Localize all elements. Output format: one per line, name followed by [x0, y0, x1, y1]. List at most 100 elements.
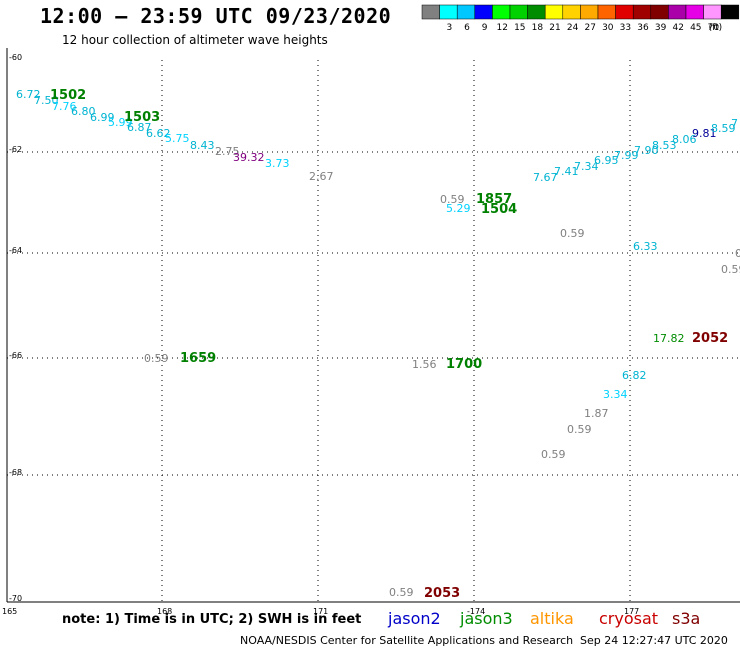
lon-tick-label: -174	[467, 607, 485, 616]
wave-height-value: 7.50	[34, 94, 59, 107]
wave-height-value: 7.76	[52, 100, 77, 113]
wave-height-value: 0.59	[440, 193, 465, 206]
color-scale-tick-label: 18	[532, 23, 544, 33]
wave-height-value: 7.67	[533, 171, 558, 184]
color-scale-tick-label: 30	[602, 23, 614, 33]
color-scale-swatch	[668, 4, 687, 20]
pass-time-label: 1659	[180, 351, 216, 366]
wave-height-value: 39.32	[233, 151, 265, 164]
wave-height-value: 3.34	[603, 388, 628, 401]
pass-time-label: 2052	[692, 331, 728, 346]
wave-height-value: 8.59	[711, 122, 736, 135]
wave-height-value: 6.82	[622, 369, 647, 382]
wave-height-value: 6.33	[633, 240, 658, 253]
wave-height-value: 1.87	[584, 407, 609, 420]
color-scale-swatch	[527, 4, 546, 20]
latitude-axis: -60 -62 -64 -66 -68 -70	[9, 53, 22, 603]
wave-height-value: 5.29	[446, 202, 471, 215]
wave-height-value: 0.59	[541, 448, 566, 461]
pass-time-label: 1700	[446, 357, 482, 372]
color-scale-swatch	[492, 4, 511, 20]
lat-tick-label: -64	[9, 246, 22, 255]
legend-jason3: jason3	[460, 609, 513, 628]
color-scale-swatch	[720, 4, 740, 20]
map-frame	[6, 48, 740, 603]
color-scale-tick-label: 42	[672, 23, 683, 33]
wave-height-value: 7	[731, 117, 738, 130]
legend-altika: altika	[530, 609, 574, 628]
wave-height-value: 6.87	[127, 121, 152, 134]
map-subtitle: 12 hour collection of altimeter wave hei…	[62, 33, 328, 47]
wave-height-value: 8.43	[190, 139, 215, 152]
color-scale-tick-label: 39	[655, 23, 667, 33]
color-scale-swatch	[615, 4, 634, 20]
map-title: 12:00 – 23:59 UTC 09/23/2020	[40, 4, 392, 28]
lon-tick-label: 177	[624, 607, 639, 616]
color-scale-tick-label: 27	[584, 23, 595, 33]
color-scale-tick-label: 9	[482, 23, 488, 33]
pass-time-label: 1857	[476, 192, 512, 207]
lat-tick-label: -66	[9, 351, 22, 360]
legend-cryosat: cryosat	[599, 609, 659, 628]
wave-height-value: 0.59	[721, 263, 740, 276]
wave-height-value: 0.59	[560, 227, 585, 240]
longitude-axis: 165 168 171 -174 177	[2, 607, 639, 616]
lat-tick-label: -70	[9, 594, 22, 603]
color-scale-swatch	[439, 4, 458, 20]
pass-time-label: 1503	[124, 110, 160, 125]
wave-height-value: 8.53	[652, 139, 677, 152]
wave-height-value: 2.67	[309, 170, 334, 183]
color-scale-swatch	[474, 4, 493, 20]
wave-height-value: 7.90	[634, 144, 659, 157]
lon-tick-label: 165	[2, 607, 17, 616]
color-scale-swatch	[544, 4, 564, 20]
wave-height-value: 7.99	[614, 149, 639, 162]
wave-height-value: 5.99	[108, 116, 133, 129]
wave-height-value: 6.62	[146, 127, 171, 140]
color-scale-tick-label: 70	[708, 23, 720, 33]
wave-height-value: 7.34	[574, 160, 599, 173]
wave-height-value: 9.81	[692, 127, 717, 140]
legend-jason2: jason2	[388, 609, 441, 628]
color-scale-swatch	[509, 4, 528, 20]
color-scale-swatch	[597, 4, 616, 20]
color-scale-unit-label: (ft)	[709, 23, 723, 33]
color-scale-tick-label: 24	[567, 23, 579, 33]
color-scale-swatch	[421, 4, 440, 20]
color-scale-swatch	[650, 4, 669, 20]
wave-height-value: 6.95	[594, 154, 619, 167]
color-scale-tick-label: 21	[549, 23, 560, 33]
wave-height-value: 0.59	[144, 352, 169, 365]
lat-tick-label: -62	[9, 145, 22, 154]
color-scale-swatch	[456, 4, 476, 20]
wave-height-value: 6.80	[71, 105, 96, 118]
pass-time-label: 2053	[424, 586, 460, 601]
color-scale-tick-label: 6	[464, 23, 470, 33]
wave-height-value: 6.72	[16, 88, 41, 101]
wave-height-value: 0.59	[389, 586, 414, 599]
wave-height-value: 6.99	[90, 111, 115, 124]
lat-tick-label: -60	[9, 53, 22, 62]
color-scale-swatch	[632, 4, 652, 20]
wave-height-value: 2.75	[215, 145, 240, 158]
wave-height-value: 7.41	[554, 165, 579, 178]
color-scale-tick-label: 12	[496, 23, 507, 33]
pass-time-label: 1502	[50, 88, 86, 103]
wave-height-observations: 6.72 7.50 7.76 6.80 6.99 5.99 6.87 6.62 …	[16, 88, 740, 599]
color-scale-tick-label: 3	[447, 23, 453, 33]
color-scale-tick-label: 15	[514, 23, 525, 33]
footer-note: note: 1) Time is in UTC; 2) SWH is in fe…	[62, 612, 362, 627]
wave-height-value: 1.56	[412, 358, 437, 371]
color-scale-swatch	[562, 4, 581, 20]
wave-height-value: 3.73	[265, 157, 290, 170]
color-scale-tick-label: 45	[690, 23, 701, 33]
color-scale-swatch	[580, 4, 599, 20]
pass-time-label: 1504	[481, 202, 517, 217]
legend-s3a: s3a	[672, 609, 701, 628]
wave-height-value: 5.75	[165, 132, 190, 145]
graticule	[7, 60, 740, 602]
color-scale-swatch	[703, 4, 722, 20]
color-scale-tick-label: 36	[637, 23, 649, 33]
